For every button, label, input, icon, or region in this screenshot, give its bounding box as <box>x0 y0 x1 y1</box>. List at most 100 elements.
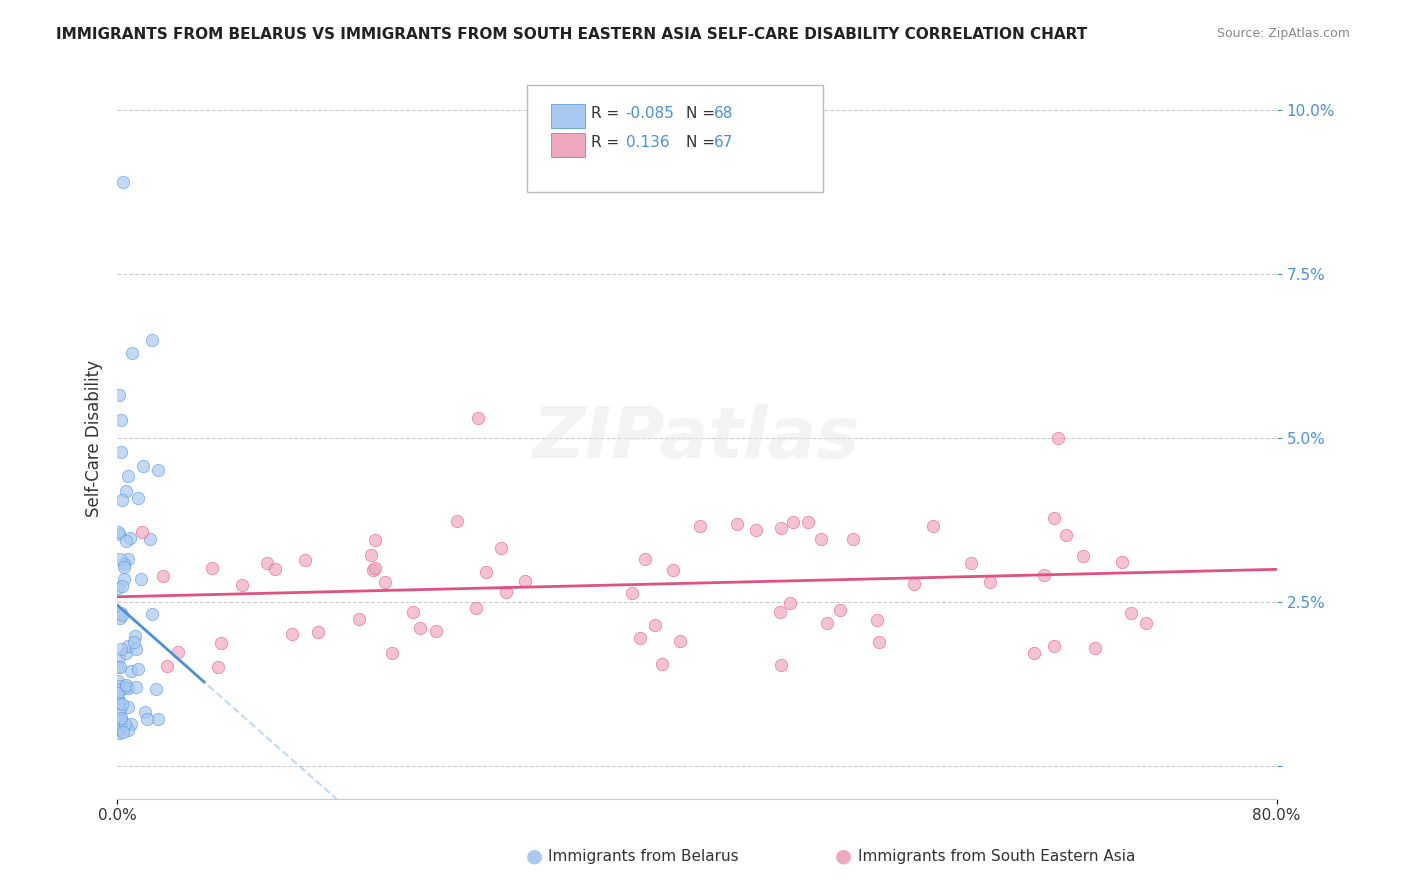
Point <box>628 631 651 645</box>
Point <box>132 458 155 473</box>
Point <box>209 636 232 650</box>
Text: Source: ZipAtlas.com: Source: ZipAtlas.com <box>1216 27 1350 40</box>
Point <box>374 574 396 589</box>
Point <box>361 563 384 577</box>
Point <box>668 633 690 648</box>
Text: 0.136: 0.136 <box>626 136 669 150</box>
Point <box>124 629 146 643</box>
Point <box>117 723 139 738</box>
Point <box>110 607 132 621</box>
Point <box>110 711 132 725</box>
Point <box>112 572 135 586</box>
Point <box>107 673 129 688</box>
Point <box>115 534 138 549</box>
Point <box>127 662 149 676</box>
Point <box>769 658 792 673</box>
Point <box>491 541 513 555</box>
Point <box>866 613 889 627</box>
Point <box>364 561 387 575</box>
Point <box>842 533 865 547</box>
Point <box>1121 607 1143 621</box>
Point <box>381 647 404 661</box>
Point <box>108 713 131 727</box>
Point <box>810 532 832 546</box>
Point <box>141 333 163 347</box>
Point <box>402 605 425 619</box>
Point <box>110 413 132 427</box>
Point <box>107 660 129 674</box>
Point <box>903 576 925 591</box>
Point <box>745 523 768 537</box>
Point <box>1043 640 1066 654</box>
Point <box>114 483 136 498</box>
Point <box>651 657 673 671</box>
Point <box>121 346 143 360</box>
Y-axis label: Self-Care Disability: Self-Care Disability <box>86 359 103 516</box>
Point <box>475 566 498 580</box>
Point <box>117 468 139 483</box>
Point <box>620 586 643 600</box>
Point <box>1071 549 1094 563</box>
Point <box>408 621 430 635</box>
Point <box>797 516 820 530</box>
Point <box>110 682 132 697</box>
Point <box>111 493 134 508</box>
Point <box>131 525 153 540</box>
Point <box>117 681 139 695</box>
Point <box>107 524 129 539</box>
Point <box>1032 567 1054 582</box>
Point <box>725 516 748 531</box>
Text: 67: 67 <box>714 136 734 150</box>
Point <box>446 514 468 528</box>
Point <box>117 700 139 714</box>
Point <box>146 463 169 477</box>
Point <box>108 660 131 674</box>
Point <box>779 596 801 610</box>
Point <box>120 664 142 678</box>
Point <box>347 611 370 625</box>
Point <box>263 562 285 576</box>
Point <box>425 624 447 638</box>
Point <box>515 574 537 588</box>
Point <box>307 624 329 639</box>
Point <box>979 574 1001 589</box>
Text: N =: N = <box>686 136 720 150</box>
Text: ZIPatlas: ZIPatlas <box>533 403 860 473</box>
Text: R =: R = <box>591 106 624 120</box>
Point <box>107 582 129 596</box>
Point <box>108 679 131 693</box>
Point <box>689 518 711 533</box>
Point <box>921 519 943 533</box>
Point <box>112 560 135 574</box>
Point <box>166 645 188 659</box>
Point <box>644 618 666 632</box>
Point <box>108 650 131 665</box>
Point <box>108 718 131 732</box>
Text: R =: R = <box>591 136 624 150</box>
Point <box>108 552 131 566</box>
Point <box>121 717 143 731</box>
Point <box>1135 616 1157 631</box>
Point <box>129 572 152 586</box>
Point <box>127 491 149 506</box>
Point <box>111 579 134 593</box>
Text: -0.085: -0.085 <box>626 106 675 120</box>
Point <box>108 388 131 402</box>
Point <box>364 533 387 547</box>
Point <box>1084 640 1107 655</box>
Text: 68: 68 <box>714 106 734 120</box>
Point <box>110 711 132 725</box>
Point <box>156 659 179 673</box>
Point <box>117 552 139 566</box>
Text: Immigrants from Belarus: Immigrants from Belarus <box>548 849 740 863</box>
Point <box>108 611 131 625</box>
Point <box>114 716 136 731</box>
Point <box>152 569 174 583</box>
Point <box>495 584 517 599</box>
Point <box>467 411 489 425</box>
Point <box>118 532 141 546</box>
Point <box>1111 555 1133 569</box>
Point <box>135 713 157 727</box>
Point <box>634 551 657 566</box>
Point <box>141 607 163 621</box>
